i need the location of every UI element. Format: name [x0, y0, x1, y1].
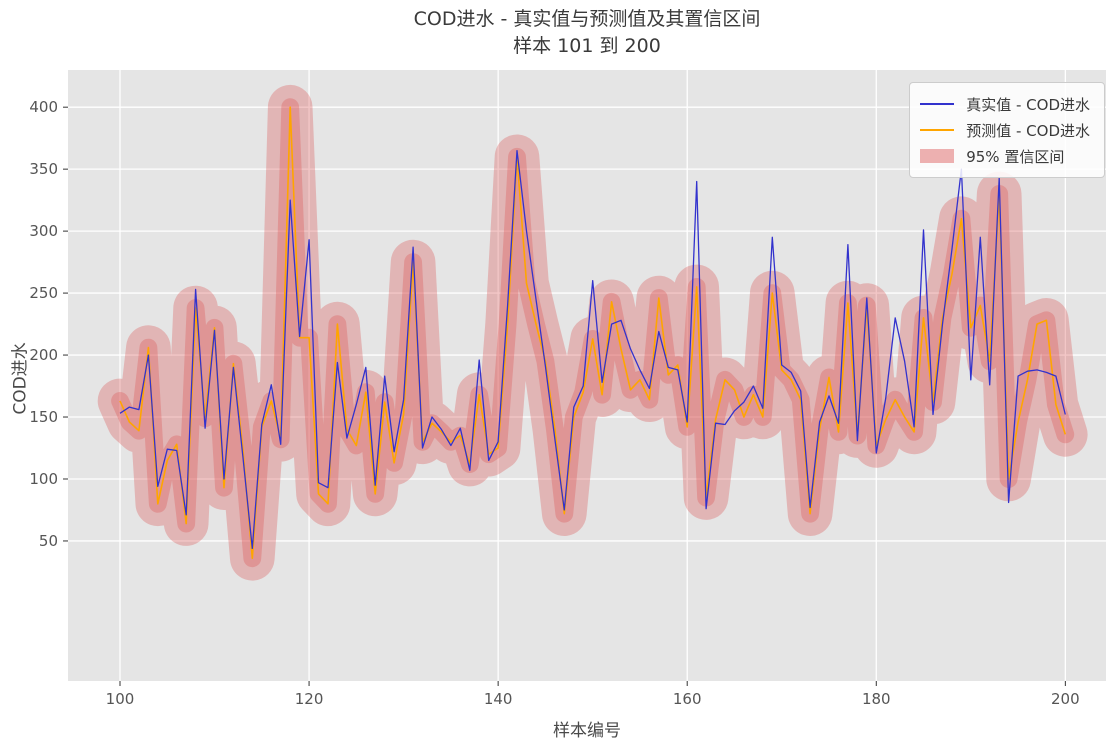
x-tick-label: 200: [1051, 690, 1080, 708]
chart-title: COD进水 - 真实值与预测值及其置信区间 样本 101 到 200: [68, 6, 1106, 60]
legend-entry-band: 95% 置信区间: [920, 143, 1090, 169]
y-tick-label: 200: [29, 346, 58, 364]
y-tick-label: 100: [29, 470, 58, 488]
legend-box: 真实值 - COD进水 预测值 - COD进水 95% 置信区间: [909, 82, 1105, 178]
x-tick-label: 160: [673, 690, 702, 708]
legend-label-band: 95% 置信区间: [966, 147, 1065, 166]
x-axis-label: 样本编号: [553, 721, 621, 741]
y-tick-label: 50: [39, 532, 58, 550]
legend-label-true: 真实值 - COD进水: [966, 95, 1090, 114]
legend-entry-true: 真实值 - COD进水: [920, 91, 1090, 117]
y-axis-label: COD进水: [10, 342, 31, 415]
true-line-swatch: [920, 103, 955, 105]
x-tick-label: 120: [295, 690, 324, 708]
x-tick-label: 140: [484, 690, 513, 708]
confidence-band-swatch: [920, 149, 955, 163]
y-tick-label: 250: [29, 284, 58, 302]
chart-title-line2: 样本 101 到 200: [513, 35, 661, 57]
y-tick-label: 150: [29, 408, 58, 426]
true-line: [119, 149, 1066, 550]
y-tick-label: 300: [29, 222, 58, 240]
legend-entry-pred: 预测值 - COD进水: [920, 117, 1090, 143]
pred-line-swatch: [920, 129, 955, 131]
legend-label-pred: 预测值 - COD进水: [966, 121, 1090, 140]
chart-title-line1: COD进水 - 真实值与预测值及其置信区间: [413, 8, 761, 30]
y-tick-label: 400: [29, 98, 58, 116]
x-tick-label: 180: [862, 690, 891, 708]
x-tick-label: 100: [106, 690, 135, 708]
y-tick-label: 350: [29, 160, 58, 178]
